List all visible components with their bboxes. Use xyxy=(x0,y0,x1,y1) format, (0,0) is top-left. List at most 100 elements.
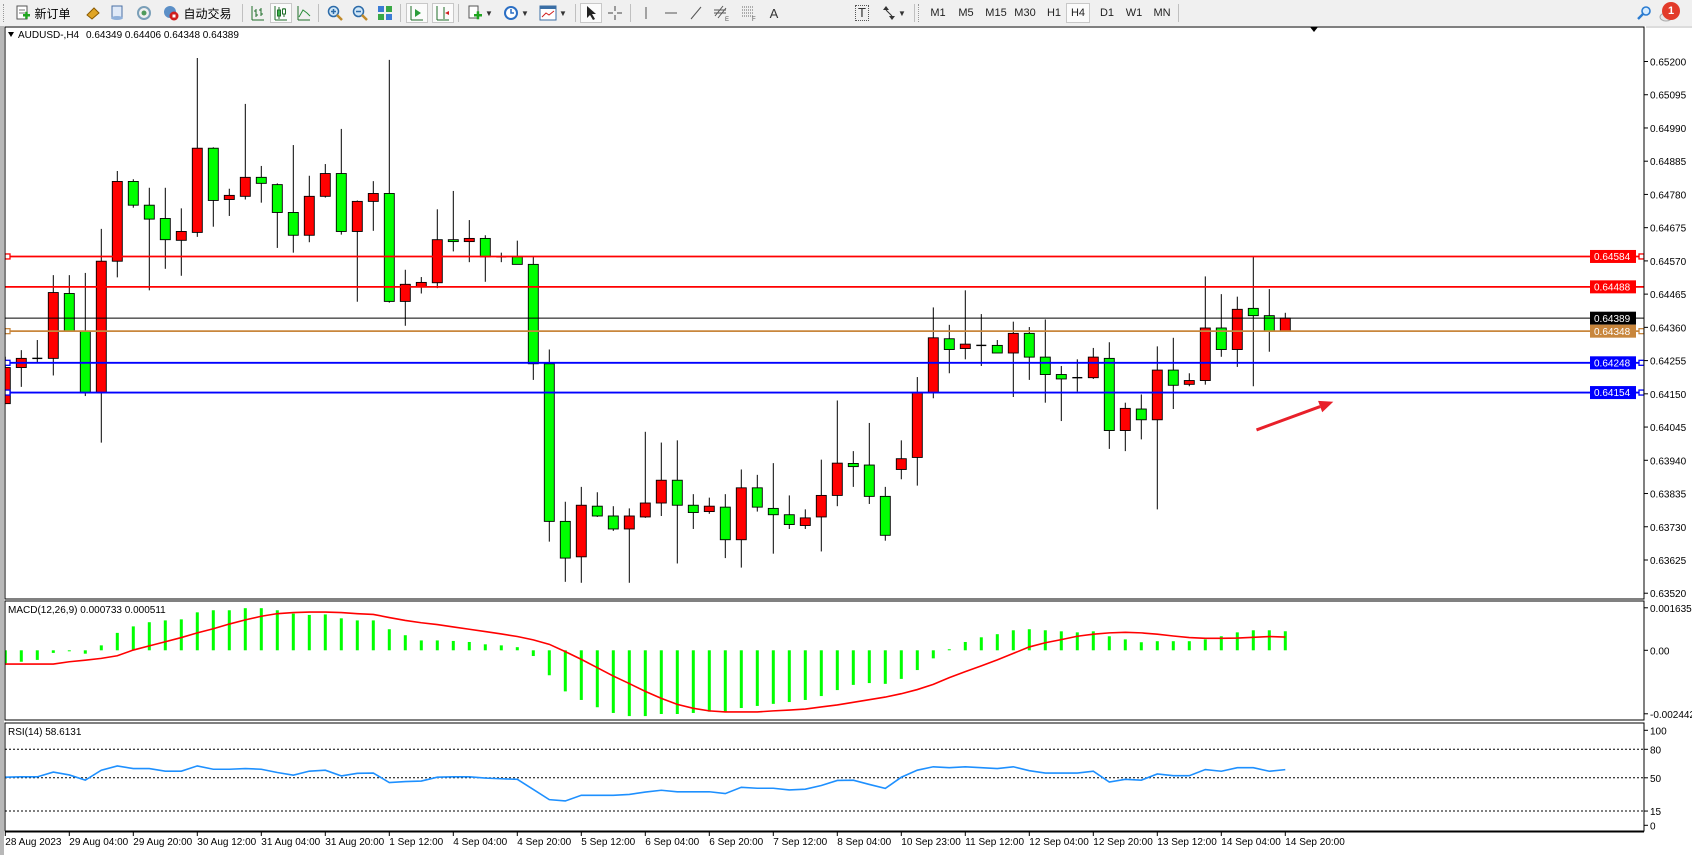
auto-scroll-button[interactable] xyxy=(432,3,454,23)
rsi-pane[interactable] xyxy=(5,748,1644,812)
arrow-annotation-line[interactable] xyxy=(1255,405,1321,432)
timeframe-m5-button[interactable]: M5 xyxy=(958,7,974,19)
candle[interactable] xyxy=(239,103,251,200)
line-handle-left[interactable] xyxy=(5,328,11,335)
candle[interactable] xyxy=(1167,337,1179,410)
candle[interactable] xyxy=(591,492,603,517)
timeframe-m15-button[interactable]: M15 xyxy=(985,7,1007,19)
market-watch-button[interactable] xyxy=(82,3,104,23)
candle[interactable] xyxy=(751,474,763,512)
vertical-line-button[interactable] xyxy=(636,3,656,23)
candle[interactable] xyxy=(143,187,155,291)
candle[interactable] xyxy=(655,442,667,516)
horizontal-line-button[interactable] xyxy=(660,3,682,23)
candle[interactable] xyxy=(1055,365,1067,422)
line-handle-right[interactable] xyxy=(1638,328,1644,335)
candle[interactable] xyxy=(1151,346,1163,510)
candle[interactable] xyxy=(287,145,299,253)
candle[interactable] xyxy=(623,508,635,583)
text-tool-button[interactable]: A xyxy=(764,3,784,23)
candle[interactable] xyxy=(1215,294,1227,357)
candle[interactable] xyxy=(175,208,187,276)
line-handle-right[interactable] xyxy=(1638,253,1644,260)
line-chart-button[interactable] xyxy=(294,3,314,23)
candle[interactable] xyxy=(159,187,171,269)
line-handle-left[interactable] xyxy=(5,359,11,366)
timeframe-w1-button[interactable]: W1 xyxy=(1125,7,1143,19)
candle[interactable] xyxy=(607,506,619,531)
timeframe-mn-button[interactable]: MN xyxy=(1153,7,1171,19)
timeframe-h4-button[interactable]: H4 xyxy=(1066,3,1090,23)
candle[interactable] xyxy=(367,181,379,231)
macd-pane[interactable] xyxy=(4,608,1287,717)
candle[interactable] xyxy=(32,340,43,363)
candle[interactable] xyxy=(671,440,683,564)
cursor-button[interactable] xyxy=(580,3,602,23)
new-order-button[interactable]: 新订单 xyxy=(10,3,76,23)
candle[interactable] xyxy=(383,59,395,303)
candle[interactable] xyxy=(319,164,331,198)
navigator-button[interactable] xyxy=(133,3,155,23)
templates-dropdown[interactable]: ▼ xyxy=(536,3,570,23)
text-label-button[interactable]: T xyxy=(852,3,872,23)
candle[interactable] xyxy=(879,486,891,541)
candle[interactable] xyxy=(895,440,907,480)
candle[interactable] xyxy=(543,349,555,542)
price-pane[interactable] xyxy=(0,58,1644,583)
candle[interactable] xyxy=(991,340,1003,354)
triangle-down-icon[interactable] xyxy=(8,32,14,37)
candle[interactable] xyxy=(335,128,347,235)
arrow-annotation-head-icon[interactable] xyxy=(1318,400,1334,413)
candle[interactable] xyxy=(1103,342,1115,449)
candle[interactable] xyxy=(639,431,651,518)
candle[interactable] xyxy=(1023,327,1035,380)
timeframe-m1-button[interactable]: M1 xyxy=(930,7,946,19)
candle[interactable] xyxy=(799,509,811,529)
candle[interactable] xyxy=(47,275,59,376)
candle[interactable] xyxy=(127,179,139,208)
periods-dropdown[interactable]: ▼ xyxy=(500,3,532,23)
line-handle-right[interactable] xyxy=(1638,359,1644,366)
candle[interactable] xyxy=(847,451,859,487)
candle[interactable] xyxy=(1247,256,1259,387)
trendline-button[interactable] xyxy=(685,3,707,23)
timeframe-d1-button[interactable]: D1 xyxy=(1099,7,1115,19)
candle[interactable] xyxy=(831,400,843,507)
zoom-in-button[interactable] xyxy=(324,3,346,23)
candle[interactable] xyxy=(575,486,587,583)
candle[interactable] xyxy=(1183,373,1195,387)
candlestick-button[interactable] xyxy=(270,3,292,23)
candle[interactable] xyxy=(719,494,731,559)
fibonacci-button[interactable]: F xyxy=(737,3,761,23)
toolbar-grip[interactable] xyxy=(3,4,6,22)
candle[interactable] xyxy=(1007,321,1019,397)
arrows-dropdown[interactable]: ▼ xyxy=(878,3,910,23)
indicators-dropdown[interactable]: ▼ xyxy=(464,3,496,23)
candle[interactable] xyxy=(1119,402,1131,452)
line-handle-left[interactable] xyxy=(5,253,11,260)
equidistant-channel-button[interactable]: E xyxy=(710,3,734,23)
candle[interactable] xyxy=(735,469,747,568)
search-button[interactable] xyxy=(1634,3,1654,23)
tile-windows-button[interactable] xyxy=(374,3,396,23)
candle[interactable] xyxy=(111,171,123,278)
candle[interactable] xyxy=(191,58,203,237)
zoom-out-button[interactable] xyxy=(349,3,371,23)
notification-badge[interactable]: 1 xyxy=(1662,2,1680,20)
candle[interactable] xyxy=(463,220,475,263)
chart-shift-button[interactable] xyxy=(406,3,428,23)
candle[interactable] xyxy=(783,495,795,529)
candle[interactable] xyxy=(399,269,411,326)
candle[interactable] xyxy=(303,175,315,243)
data-window-button[interactable] xyxy=(106,3,128,23)
candle[interactable] xyxy=(943,324,955,374)
candle[interactable] xyxy=(271,183,283,248)
chart-shift-marker-icon[interactable] xyxy=(1310,27,1318,32)
candle[interactable] xyxy=(767,463,779,554)
bar-chart-button[interactable] xyxy=(248,3,268,23)
candle[interactable] xyxy=(959,290,971,360)
candle[interactable] xyxy=(1135,394,1147,440)
candle[interactable] xyxy=(447,190,459,252)
candle[interactable] xyxy=(431,209,443,289)
